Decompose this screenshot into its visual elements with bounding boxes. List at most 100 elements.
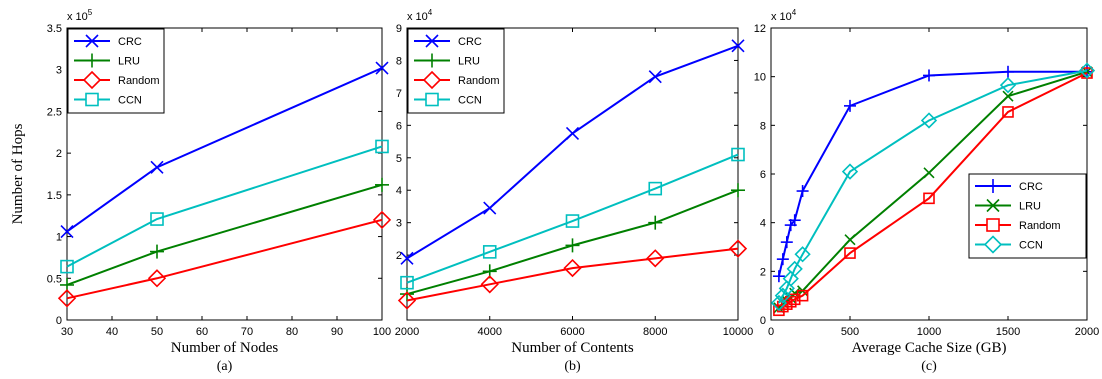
chart-panel-2: 2000 4000 6000 8000 10000 2 3 4 5 6 7 8 9 x 104 Number… xyxy=(395,8,754,374)
series-lru xyxy=(60,177,389,292)
x-tick-label: 4000 xyxy=(478,326,502,338)
legend-label: LRU xyxy=(118,56,140,68)
y-tick-label: 2 xyxy=(396,250,402,262)
data-point xyxy=(773,304,785,317)
data-point xyxy=(844,247,856,259)
legend-item-ccn: CCN xyxy=(975,235,1043,254)
legend-label: Random xyxy=(118,75,160,87)
series-line xyxy=(66,218,383,300)
data-point xyxy=(923,192,935,205)
x-tick-label: 2000 xyxy=(395,326,419,338)
data-point xyxy=(923,69,935,82)
data-point xyxy=(731,183,745,198)
data-point xyxy=(776,253,789,266)
y-tick-label: 6 xyxy=(760,169,766,181)
x-tick-label: 50 xyxy=(151,326,163,338)
legend-item-crc: CRC xyxy=(74,34,142,48)
series-ccn xyxy=(770,62,1096,312)
y-tick-label: 2 xyxy=(56,148,62,160)
data-point xyxy=(372,210,392,230)
legend-swatch-marker xyxy=(425,34,439,48)
y-tick-label: 4 xyxy=(396,185,402,197)
data-point xyxy=(780,236,793,249)
y-exponent-label: x 105 xyxy=(67,8,93,23)
series-line xyxy=(778,72,1088,312)
x-axis-label: Number of Nodes xyxy=(171,340,279,356)
data-point xyxy=(1002,90,1014,102)
data-point xyxy=(788,214,801,227)
legend-swatch-marker xyxy=(85,92,99,107)
data-point xyxy=(400,275,414,290)
legend-item-random: Random xyxy=(975,218,1061,232)
series-line xyxy=(777,70,1087,277)
data-point xyxy=(375,139,389,154)
y-tick-label: 0 xyxy=(56,315,62,327)
y-tick-label: 3.5 xyxy=(47,23,62,35)
panel-label: (b) xyxy=(564,359,581,374)
legend-label: CRC xyxy=(458,36,482,48)
panel-label: (a) xyxy=(217,359,233,374)
data-point xyxy=(400,251,414,265)
y-tick-label: 12 xyxy=(754,23,766,35)
series-random xyxy=(57,210,392,308)
data-point xyxy=(150,212,164,226)
series-ccn xyxy=(60,139,389,274)
legend-swatch-marker xyxy=(986,218,1000,232)
legend-swatch-marker xyxy=(986,179,1000,193)
data-point xyxy=(648,181,663,196)
y-tick-label: 1 xyxy=(56,232,62,244)
data-point xyxy=(375,61,389,75)
y-tick-label: 7 xyxy=(396,88,402,100)
x-axis-label: Number of Contents xyxy=(511,340,634,356)
data-point xyxy=(483,201,497,215)
data-point xyxy=(646,249,665,268)
series-crc xyxy=(60,61,389,239)
x-tick-label: 6000 xyxy=(560,326,584,338)
y-tick-label: 6 xyxy=(396,120,402,132)
legend-swatch-marker xyxy=(983,235,1003,254)
data-point xyxy=(774,287,791,304)
x-tick-label: 100 xyxy=(373,326,391,338)
data-point xyxy=(772,270,785,283)
x-tick-label: 60 xyxy=(196,326,208,338)
legend-item-random: Random xyxy=(74,70,160,90)
data-point xyxy=(480,275,499,294)
data-point xyxy=(788,293,801,306)
y-axis-label: Number of Hops xyxy=(10,123,26,224)
legend-item-ccn: CCN xyxy=(74,92,142,107)
series-random xyxy=(397,239,748,310)
data-point xyxy=(794,246,811,263)
x-tick-label: 1000 xyxy=(917,326,941,338)
data-point xyxy=(565,126,580,141)
y-exponent-label: x 104 xyxy=(407,8,433,23)
legend-item-ccn: CCN xyxy=(414,92,482,107)
y-tick-label: 4 xyxy=(760,218,766,230)
data-point xyxy=(844,234,856,246)
legend: CRC LRU Random CCN xyxy=(968,173,1087,259)
legend-item-lru: LRU xyxy=(975,198,1041,213)
legend-swatch-marker xyxy=(425,92,439,107)
data-point xyxy=(999,77,1017,94)
data-point xyxy=(923,167,935,179)
legend-label: LRU xyxy=(1019,201,1041,213)
x-tick-label: 70 xyxy=(241,326,253,338)
legend-item-crc: CRC xyxy=(414,34,482,48)
series-lru xyxy=(400,183,745,302)
data-point xyxy=(1002,65,1014,78)
y-tick-label: 0.5 xyxy=(47,273,62,285)
y-tick-label: 2.5 xyxy=(47,106,62,118)
data-point xyxy=(482,245,497,259)
legend-item-lru: LRU xyxy=(74,53,140,68)
legend-label: LRU xyxy=(458,56,480,68)
y-tick-label: 5 xyxy=(396,153,402,165)
legend-label: CRC xyxy=(1019,181,1043,193)
data-point xyxy=(150,160,164,174)
y-exponent-power: 4 xyxy=(792,8,797,17)
data-point xyxy=(57,289,77,308)
legend-swatch-marker xyxy=(85,53,99,68)
y-tick-label: 9 xyxy=(396,23,402,35)
panel-label: (c) xyxy=(921,359,937,374)
series-crc xyxy=(400,39,745,265)
y-tick-label: 2 xyxy=(760,266,766,278)
